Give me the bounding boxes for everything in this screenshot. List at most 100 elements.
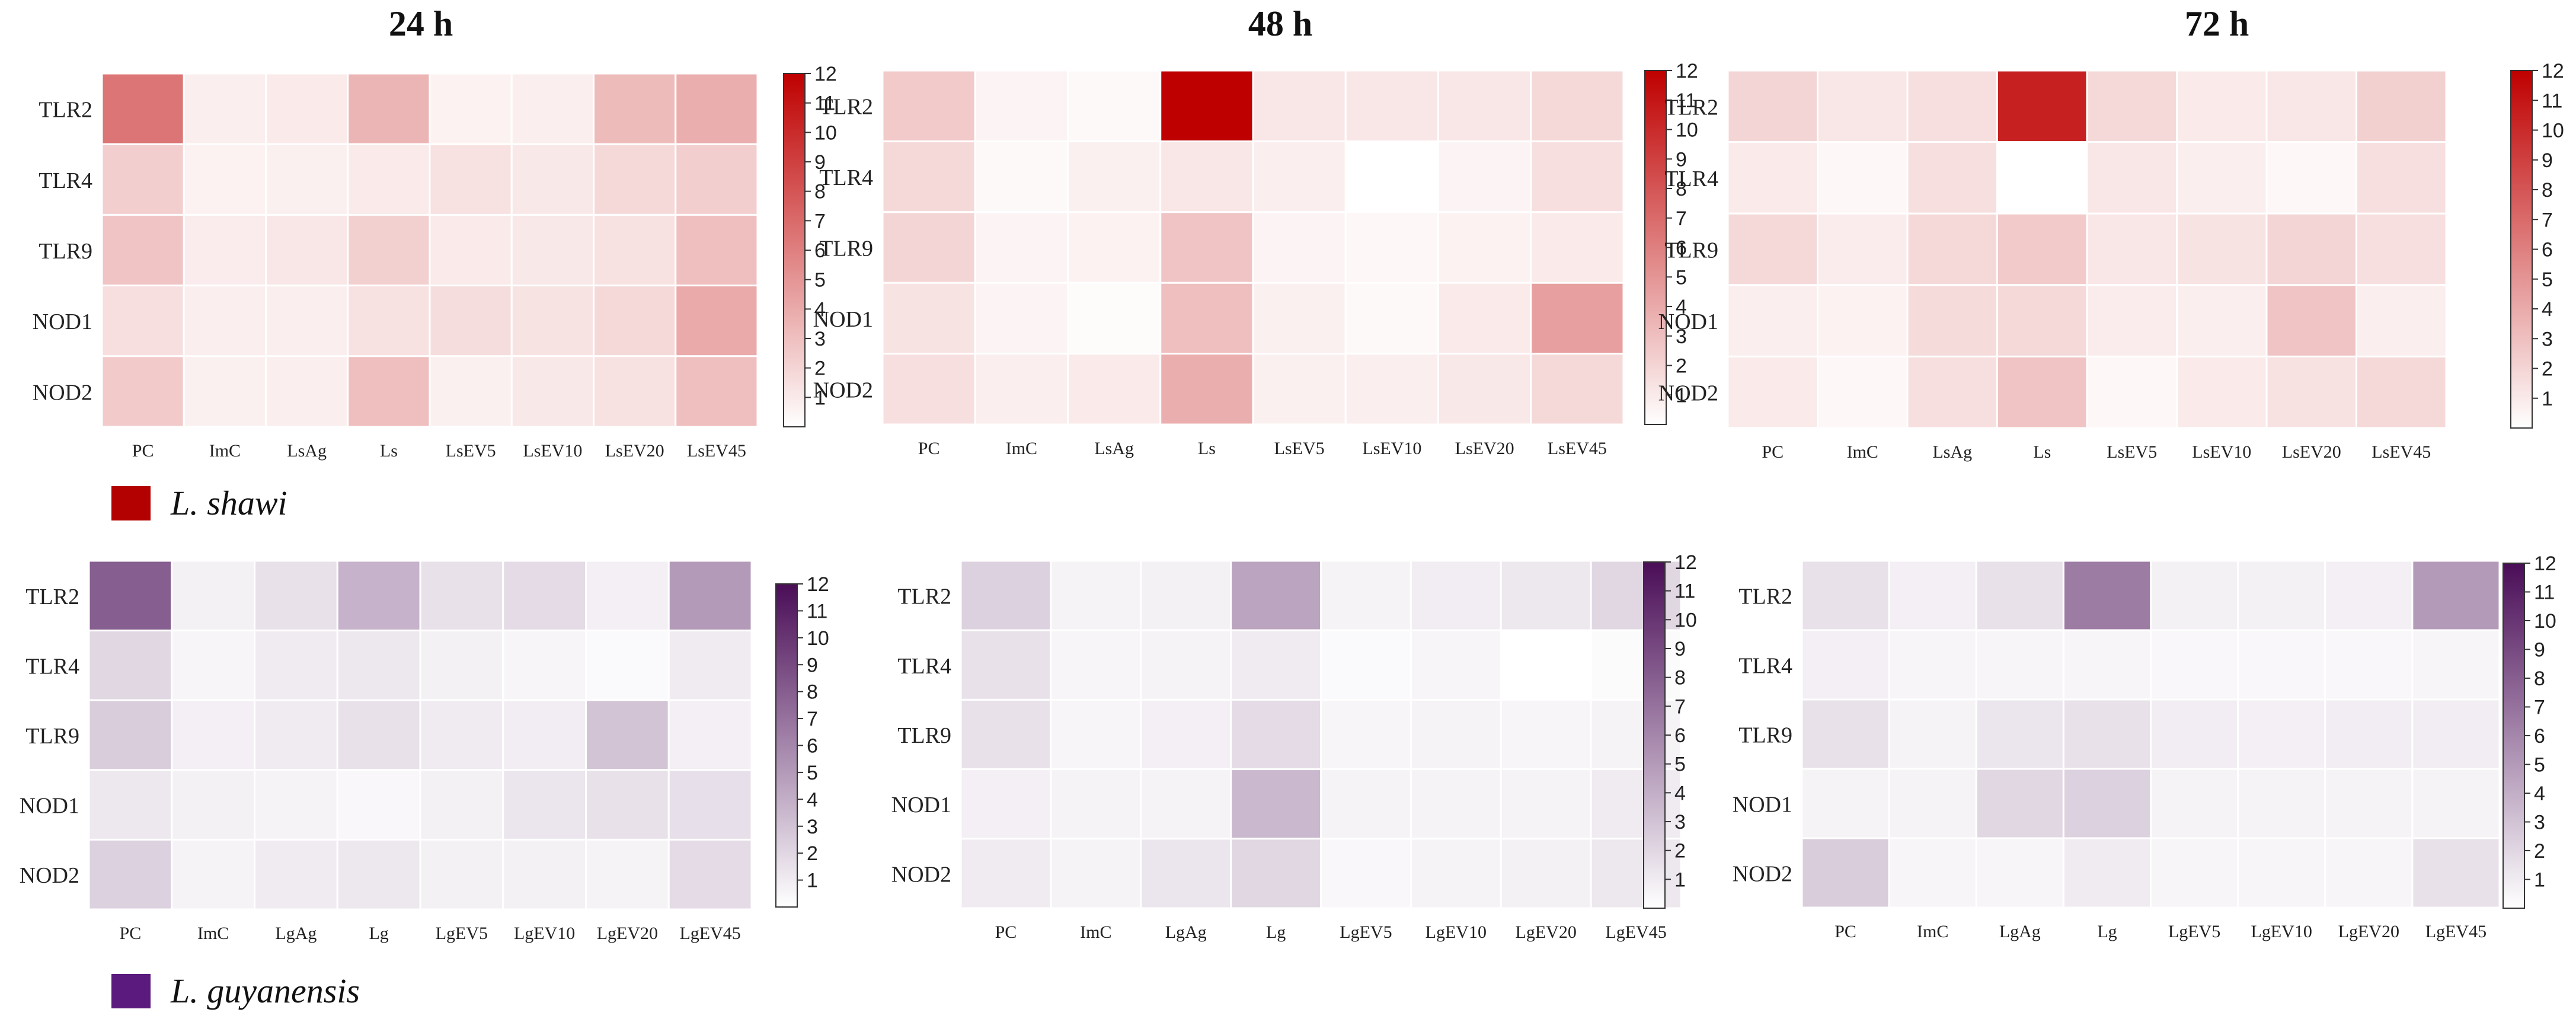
row-label: TLR2 bbox=[39, 98, 92, 123]
heatmap-cell bbox=[1817, 69, 1909, 143]
heatmap-cell bbox=[1906, 69, 1998, 143]
heatmap-cell bbox=[2150, 768, 2239, 839]
heatmap-cell bbox=[2411, 837, 2501, 909]
heatmap-cell bbox=[2237, 837, 2326, 909]
heatmap-cell bbox=[347, 285, 431, 357]
column-label: ImC bbox=[209, 441, 241, 461]
heatmap-cell bbox=[1159, 282, 1254, 355]
colorbar-tick-label: 7 bbox=[807, 708, 818, 730]
heatmap-cell bbox=[2150, 560, 2239, 631]
column-label: PC bbox=[132, 441, 154, 461]
heatmap-cell bbox=[1437, 353, 1532, 426]
colorbar-tick-label: 3 bbox=[807, 816, 818, 838]
panel-title: 24 h bbox=[389, 4, 453, 43]
heatmap-cell bbox=[2150, 837, 2239, 909]
colorbar-tick-label: 9 bbox=[2534, 639, 2545, 662]
colorbar-tick-label: 3 bbox=[2542, 328, 2553, 350]
colorbar-tick-label: 2 bbox=[1676, 355, 1687, 378]
colorbar-tick-label: 4 bbox=[2542, 298, 2553, 321]
heatmap-cell bbox=[1252, 282, 1347, 355]
heatmap-cell bbox=[2237, 768, 2326, 839]
heatmap-cell bbox=[2062, 560, 2152, 631]
colorbar-tick-label: 10 bbox=[814, 122, 837, 144]
colorbar-tick-label: 6 bbox=[2534, 725, 2545, 748]
column-label: ImC bbox=[197, 924, 229, 943]
column-label: ImC bbox=[1917, 922, 1948, 941]
colorbar-tick-label: 8 bbox=[2534, 668, 2545, 690]
column-label: ImC bbox=[1080, 922, 1111, 942]
column-label: LsEV5 bbox=[446, 441, 496, 461]
heatmap-cell bbox=[1252, 69, 1347, 142]
column-label: LgEV20 bbox=[597, 924, 658, 943]
heatmap-cell bbox=[1344, 69, 1439, 142]
heatmap-cell bbox=[1500, 768, 1592, 840]
colorbar-tick-label: 6 bbox=[1676, 237, 1687, 260]
heatmap-cell bbox=[101, 213, 185, 287]
heatmap-cell bbox=[502, 699, 587, 771]
row-label: TLR9 bbox=[819, 237, 873, 261]
heatmap-cell bbox=[1801, 629, 1890, 701]
heatmap-cell bbox=[88, 699, 173, 771]
heatmap-cell bbox=[1727, 69, 1818, 143]
heatmap-cell bbox=[1159, 353, 1254, 426]
row-label: TLR9 bbox=[39, 239, 92, 264]
colorbar-tick-label: 2 bbox=[1674, 840, 1686, 863]
column-label: LsEV10 bbox=[2192, 442, 2251, 462]
colorbar-tick-label: 8 bbox=[1674, 667, 1686, 689]
colorbar-tick-label: 12 bbox=[2542, 60, 2564, 82]
heatmap-cell bbox=[2062, 629, 2152, 701]
heatmap-cell bbox=[1050, 560, 1142, 631]
legend-label-l-shawi: L. shawi bbox=[171, 484, 287, 522]
row-label: NOD1 bbox=[891, 793, 951, 817]
column-label: PC bbox=[1762, 442, 1784, 462]
heatmap-cell bbox=[1590, 560, 1682, 631]
heatmap-cell bbox=[2411, 629, 2501, 701]
heatmap-cell bbox=[1801, 560, 1890, 631]
colorbar-tick-label: 2 bbox=[2542, 358, 2553, 381]
colorbar-tick-label: 9 bbox=[1674, 638, 1686, 660]
heatmap-cell bbox=[510, 143, 595, 216]
column-label: LgEV45 bbox=[1605, 922, 1666, 942]
colorbar-tick-label: 5 bbox=[814, 269, 826, 292]
heatmap-cell bbox=[2176, 212, 2268, 286]
heatmap-cell bbox=[1996, 284, 2088, 357]
heatmap-cell bbox=[171, 838, 255, 911]
colorbar-tick-label: 4 bbox=[1674, 782, 1686, 804]
colorbar-tick-label: 10 bbox=[807, 627, 829, 650]
heatmap-cell bbox=[2324, 837, 2414, 909]
heatmap-cell bbox=[1500, 629, 1592, 701]
heatmap-cell bbox=[585, 630, 670, 701]
heatmap-cell bbox=[1906, 212, 1998, 286]
heatmap-cell bbox=[171, 699, 255, 771]
row-label: TLR9 bbox=[25, 724, 79, 749]
heatmap-cell bbox=[1067, 282, 1162, 355]
heatmap-cell bbox=[1159, 211, 1254, 284]
heatmap-cell bbox=[881, 353, 976, 426]
heatmap-cell bbox=[1140, 560, 1232, 631]
heatmap-cell bbox=[1590, 838, 1682, 909]
heatmap-cell bbox=[585, 699, 670, 771]
heatmap-cell bbox=[881, 69, 976, 142]
heatmap-cell bbox=[419, 630, 504, 701]
heatmap-cell bbox=[88, 560, 173, 632]
colorbar-tick-label: 5 bbox=[2534, 754, 2545, 777]
row-label: NOD2 bbox=[1658, 381, 1718, 406]
heatmap-cell bbox=[1975, 629, 2064, 701]
heatmap-cell bbox=[1906, 355, 1998, 429]
heatmap-cell bbox=[1888, 629, 1977, 701]
heatmap-cell bbox=[667, 630, 753, 701]
heatmap-cell bbox=[667, 699, 753, 771]
heatmap-cell bbox=[2265, 141, 2357, 215]
column-label: LsEV5 bbox=[1274, 439, 1325, 458]
heatmap-cell bbox=[336, 838, 421, 911]
colorbar-tick-label: 12 bbox=[1676, 60, 1698, 82]
colorbar bbox=[775, 583, 798, 908]
column-label: LgEV10 bbox=[514, 924, 575, 943]
colorbar-tick-label: 9 bbox=[807, 654, 818, 676]
colorbar-tick-label: 7 bbox=[1674, 695, 1686, 718]
colorbar-tick-label: 4 bbox=[807, 788, 818, 811]
heatmap-cell bbox=[2086, 284, 2178, 357]
heatmap-cell bbox=[419, 560, 504, 632]
heatmap-cell bbox=[1320, 698, 1412, 771]
heatmap-cell bbox=[974, 140, 1069, 213]
